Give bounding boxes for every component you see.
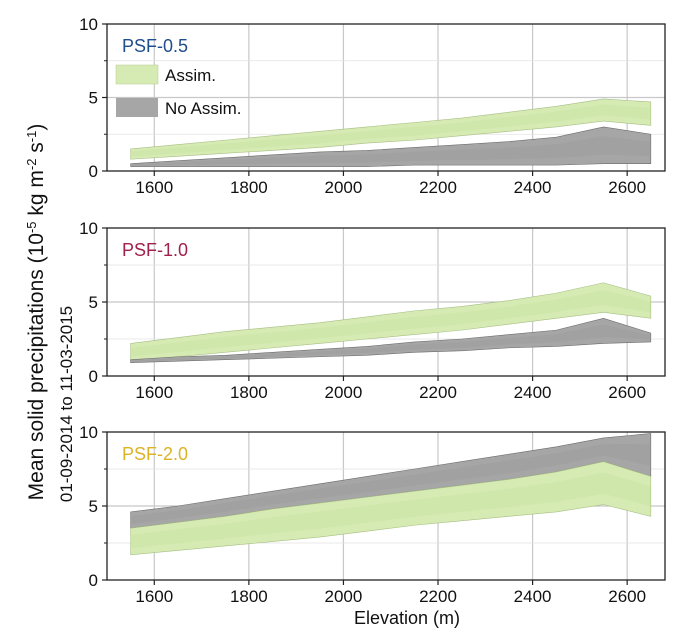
panel-3: 1600 1800 2000 2200 2400 2600 0 5 10 PSF-2.0 — [79, 423, 666, 606]
band-core-noassim — [130, 136, 651, 166]
band-assim — [130, 98, 652, 160]
x-tick-label: 2000 — [325, 587, 363, 606]
panel-1: 1600 1800 2000 2200 2400 2600 0 5 10 PSF-0.5 — [79, 15, 666, 197]
x-tick-label: 1800 — [230, 383, 268, 402]
y-tick-label: 5 — [89, 497, 98, 516]
band-noassim — [130, 317, 652, 363]
y-tick-label: 0 — [89, 571, 98, 590]
band-assim — [130, 461, 652, 556]
y-axis-title-exp2: -2 — [24, 159, 39, 171]
x-tick-label: 2000 — [325, 178, 363, 197]
legend-label-noassim: No Assim. — [165, 99, 242, 118]
x-tick-label: 2000 — [325, 383, 363, 402]
panel-label: PSF-2.0 — [122, 444, 188, 464]
y-axis-title-end: ) — [25, 124, 48, 131]
legend: Assim. No Assim. — [115, 64, 242, 118]
band-core-assim — [130, 104, 651, 157]
x-tick-label: 2200 — [419, 178, 457, 197]
y-tick-label: 5 — [89, 89, 98, 108]
legend-swatch-noassim — [116, 98, 158, 117]
x-tick-label: 2400 — [514, 587, 552, 606]
band-noassim — [130, 126, 652, 167]
y-axis-title-exp3: -1 — [24, 131, 39, 143]
x-tick-label: 2600 — [608, 178, 646, 197]
panel-2: 1600 1800 2000 2200 2400 2600 0 5 10 PSF-1.0 — [79, 219, 666, 402]
y-tick-label: 0 — [89, 367, 98, 386]
x-axis-title: Elevation (m) — [354, 608, 460, 628]
y-axis-title: Mean solid precipitations (10-5 kg m-2 s… — [24, 124, 49, 501]
y-axis-title-mid2: s — [25, 142, 48, 158]
x-tick-label: 1600 — [135, 178, 173, 197]
band-core-assim — [130, 472, 651, 549]
band-core-noassim — [130, 324, 651, 362]
y-tick-label: 10 — [79, 219, 98, 238]
panel-label: PSF-0.5 — [122, 36, 188, 56]
y-axis-period: 01-09-2014 to 11-03-2015 — [57, 306, 76, 502]
y-tick-label: 10 — [79, 423, 98, 442]
y-axis-title-main: Mean solid precipitations (10 — [25, 233, 48, 500]
panel-label: PSF-1.0 — [122, 240, 188, 260]
x-tick-label: 2200 — [419, 587, 457, 606]
x-tick-label: 1600 — [135, 587, 173, 606]
y-tick-label: 0 — [89, 162, 98, 181]
x-tick-label: 2200 — [419, 383, 457, 402]
legend-label-assim: Assim. — [165, 66, 216, 85]
y-tick-label: 10 — [79, 15, 98, 34]
x-tick-label: 1800 — [230, 587, 268, 606]
x-tick-label: 2400 — [514, 383, 552, 402]
y-axis-title-mid: kg m — [25, 170, 48, 221]
x-tick-label: 1800 — [230, 178, 268, 197]
band-assim — [130, 282, 652, 362]
y-tick-label: 5 — [89, 293, 98, 312]
x-tick-label: 1600 — [135, 383, 173, 402]
band-core-noassim — [130, 443, 651, 525]
x-tick-label: 2400 — [514, 178, 552, 197]
x-tick-label: 2600 — [608, 383, 646, 402]
legend-swatch-assim — [115, 64, 159, 85]
x-tick-label: 2600 — [608, 587, 646, 606]
y-axis-title-exp1: -5 — [24, 221, 39, 233]
band-core-assim — [130, 290, 651, 357]
